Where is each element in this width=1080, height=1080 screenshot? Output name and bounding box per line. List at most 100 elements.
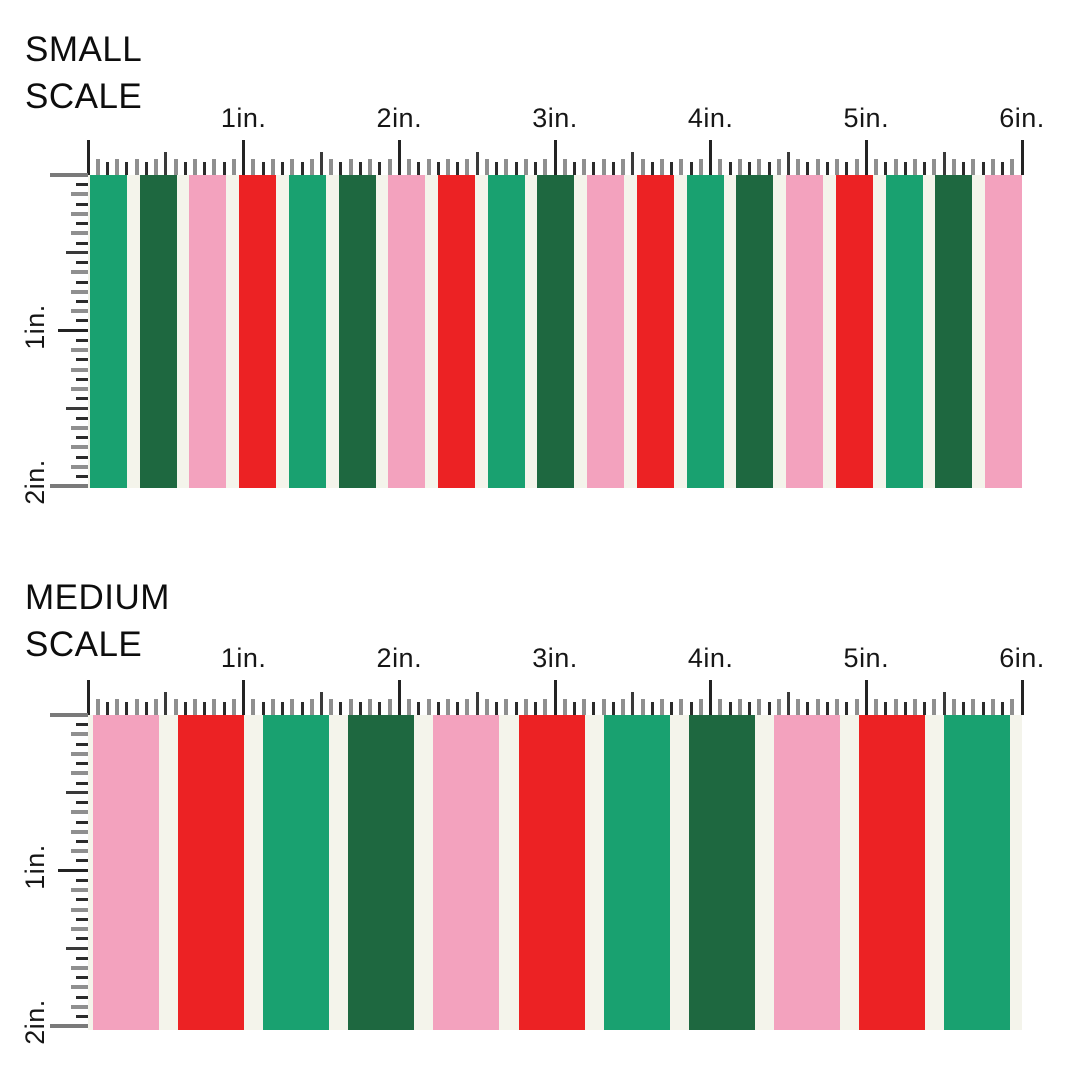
ruler-tick bbox=[543, 159, 548, 175]
horizontal-ruler-labels: 1in. 2in. 3in. 4in. 5in. 6in. bbox=[88, 103, 1080, 137]
fabric-stripe-green bbox=[603, 715, 670, 1030]
ruler-tick bbox=[251, 159, 256, 175]
ruler-tick bbox=[962, 702, 966, 715]
inch-label: 1in. bbox=[20, 843, 50, 890]
ruler-tick bbox=[825, 162, 829, 175]
ruler-tick bbox=[320, 152, 323, 175]
ruler-tick bbox=[309, 699, 314, 715]
fabric-stripe-green bbox=[885, 175, 923, 488]
ruler-tick bbox=[981, 162, 985, 175]
ruler-tick bbox=[757, 159, 762, 175]
fabric-stripe-dark-green bbox=[736, 175, 774, 488]
ruler-tick bbox=[76, 338, 88, 342]
ruler-tick bbox=[183, 702, 187, 715]
ruler-tick bbox=[903, 162, 907, 175]
fabric-stripe-pink bbox=[388, 175, 426, 488]
ruler-tick bbox=[621, 699, 626, 715]
ruler-tick bbox=[514, 702, 518, 715]
inch-label: 3in. bbox=[532, 103, 578, 133]
ruler-tick bbox=[134, 699, 139, 715]
ruler-tick bbox=[66, 251, 88, 255]
fabric-stripe-green bbox=[686, 175, 724, 488]
ruler-tick bbox=[776, 699, 781, 715]
ruler-tick bbox=[592, 702, 596, 715]
ruler-tick bbox=[125, 702, 129, 715]
ruler-tick bbox=[456, 162, 460, 175]
ruler-tick bbox=[76, 436, 88, 440]
ruler-tick bbox=[76, 416, 88, 420]
ruler-tick bbox=[71, 270, 88, 275]
ruler-tick bbox=[76, 820, 88, 824]
ruler-tick bbox=[193, 699, 198, 715]
ruler-tick bbox=[183, 162, 187, 175]
ruler-tick bbox=[76, 937, 88, 941]
ruler-tick bbox=[76, 878, 88, 882]
ruler-tick bbox=[767, 702, 771, 715]
ruler-tick bbox=[212, 699, 217, 715]
ruler-tick bbox=[748, 162, 752, 175]
ruler-tick bbox=[76, 917, 88, 921]
ruler-tick bbox=[242, 140, 246, 175]
ruler-tick bbox=[76, 183, 88, 187]
ruler-tick bbox=[951, 159, 956, 175]
ruler-tick bbox=[572, 162, 576, 175]
ruler-tick bbox=[71, 751, 88, 756]
ruler-tick bbox=[796, 699, 801, 715]
ruler-tick bbox=[290, 699, 295, 715]
ruler-tick bbox=[76, 976, 88, 980]
ruler-tick bbox=[203, 162, 207, 175]
ruler-tick bbox=[737, 159, 742, 175]
ruler-tick bbox=[105, 702, 109, 715]
inch-label: 6in. bbox=[999, 643, 1045, 673]
ruler-tick bbox=[534, 162, 538, 175]
ruler-tick bbox=[309, 159, 314, 175]
ruler-tick bbox=[95, 159, 100, 175]
ruler-tick bbox=[728, 162, 732, 175]
ruler-tick bbox=[514, 162, 518, 175]
ruler-tick bbox=[76, 280, 88, 284]
ruler-tick bbox=[50, 1024, 88, 1029]
ruler-tick bbox=[582, 699, 587, 715]
ruler-tick bbox=[193, 159, 198, 175]
fabric-stripe-pink bbox=[786, 175, 824, 488]
fabric-stripe-red bbox=[178, 715, 245, 1030]
ruler-tick bbox=[806, 702, 810, 715]
ruler-tick bbox=[320, 692, 323, 715]
ruler-tick bbox=[76, 781, 88, 785]
ruler-tick bbox=[504, 159, 509, 175]
ruler-tick bbox=[796, 159, 801, 175]
section-title-line1: SMALL bbox=[25, 30, 143, 69]
ruler-tick bbox=[76, 839, 88, 843]
ruler-tick bbox=[932, 159, 937, 175]
ruler-tick bbox=[66, 407, 88, 410]
ruler-tick bbox=[932, 699, 937, 715]
striped-fabric-pattern bbox=[88, 715, 1022, 1030]
inch-label: 5in. bbox=[843, 643, 890, 673]
ruler-tick bbox=[426, 159, 431, 175]
ruler-tick bbox=[543, 699, 548, 715]
ruler-tick bbox=[640, 699, 645, 715]
ruler-tick bbox=[990, 159, 995, 175]
fabric-stripe-dark-green bbox=[935, 175, 973, 488]
ruler-tick bbox=[261, 162, 265, 175]
fabric-stripe-red bbox=[438, 175, 476, 488]
fabric-stripe-green bbox=[944, 715, 1010, 1030]
ruler-tick bbox=[670, 162, 674, 175]
section-title-small: SMALL SCALE bbox=[25, 26, 142, 120]
ruler-tick bbox=[76, 898, 88, 902]
ruler-tick bbox=[845, 702, 849, 715]
ruler-tick bbox=[445, 159, 450, 175]
ruler-tick bbox=[58, 869, 88, 873]
horizontal-ruler bbox=[86, 139, 1026, 175]
ruler-tick bbox=[728, 702, 732, 715]
ruler-tick bbox=[76, 261, 88, 265]
ruler-tick bbox=[387, 159, 392, 175]
ruler-tick bbox=[718, 699, 723, 715]
fabric-stripe-green bbox=[288, 175, 326, 488]
fabric-stripe-pink bbox=[587, 175, 625, 488]
fabric-stripe-dark-green bbox=[348, 715, 415, 1030]
ruler-tick bbox=[601, 159, 606, 175]
ruler-tick bbox=[1001, 702, 1005, 715]
ruler-tick bbox=[709, 140, 713, 175]
